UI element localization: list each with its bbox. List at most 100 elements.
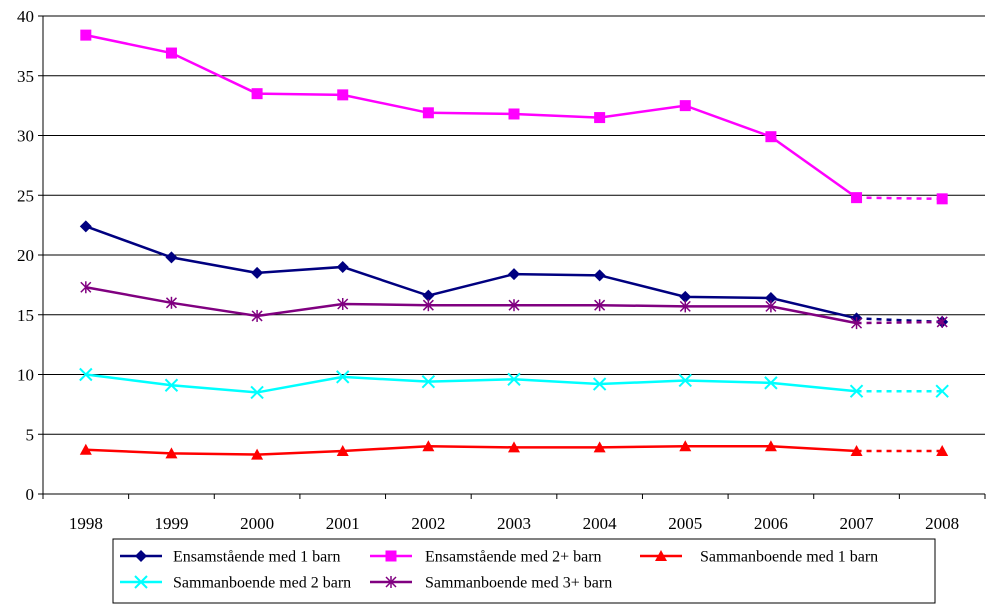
- data-point: [337, 89, 349, 101]
- triangle-marker: [79, 443, 92, 455]
- x-tick-label: 2005: [668, 514, 702, 533]
- diamond-marker: [135, 550, 147, 562]
- data-point: [935, 384, 949, 398]
- data-point: [79, 367, 93, 382]
- data-point: [593, 269, 606, 282]
- square-marker: [936, 193, 948, 205]
- data-point: [165, 447, 178, 459]
- data-point: [679, 290, 692, 303]
- triangle-marker: [593, 441, 606, 453]
- data-point: [251, 309, 263, 322]
- series-line: [85, 225, 857, 320]
- x-marker-stroke: [935, 384, 949, 398]
- gridlines: [43, 15, 985, 435]
- series-1: [79, 220, 949, 328]
- data-point: [593, 441, 606, 453]
- triangle-marker: [165, 447, 178, 459]
- x-tick-label: 2008: [925, 514, 959, 533]
- square-marker: [337, 89, 349, 101]
- x-marker-stroke: [164, 378, 179, 392]
- square-marker: [422, 107, 434, 119]
- diamond-marker: [508, 268, 520, 281]
- legend-label: Sammanboende med 2 barn: [173, 575, 351, 592]
- triangle-marker: [936, 444, 949, 456]
- series-2: [80, 29, 948, 205]
- square-marker: [80, 29, 92, 41]
- data-point: [336, 370, 350, 384]
- data-point: [337, 297, 349, 310]
- data-point: [80, 281, 92, 294]
- data-point: [508, 441, 520, 453]
- data-point: [764, 292, 777, 305]
- data-point: [422, 107, 434, 119]
- x-tick-label: 1998: [69, 514, 103, 533]
- y-tick-label: 30: [17, 127, 34, 146]
- square-marker: [594, 112, 606, 124]
- x-marker-stroke: [134, 575, 148, 589]
- diamond-marker: [251, 266, 264, 279]
- x-tick-label: 2006: [754, 514, 788, 533]
- data-point: [936, 315, 948, 328]
- y-tick-label: 5: [26, 425, 35, 444]
- legend-item: Ensamstående med 2+ barn: [370, 549, 602, 566]
- data-point: [679, 300, 691, 313]
- data-point: [336, 444, 349, 456]
- data-point: [251, 448, 264, 460]
- series-4: [79, 367, 949, 400]
- x-marker-stroke: [849, 384, 864, 398]
- triangle-marker: [764, 440, 777, 452]
- triangle-marker: [508, 441, 520, 453]
- x-marker-stroke: [250, 385, 264, 400]
- legend-item: Sammanboende med 1 barn: [640, 549, 878, 566]
- square-marker: [679, 100, 691, 112]
- data-point: [165, 251, 178, 264]
- diamond-marker: [336, 260, 349, 273]
- series-projection-line: [856, 320, 943, 325]
- data-point: [765, 300, 777, 313]
- data-point: [165, 47, 177, 59]
- data-point: [508, 108, 520, 120]
- diamond-marker: [679, 290, 692, 303]
- legend-marker: [385, 576, 397, 588]
- data-point: [936, 193, 948, 205]
- axes: 0 5 10 15 20 25 30 35 40 1998 1999 2000 2001 2002 2003…: [17, 7, 986, 533]
- data-point: [851, 192, 863, 204]
- data-point: [421, 374, 436, 389]
- series-line: [85, 33, 858, 199]
- legend: Ensamstående med 1 barn Ensamstående med …: [112, 538, 936, 604]
- data-point: [80, 29, 92, 41]
- legend-marker: [135, 550, 147, 562]
- data-point: [336, 260, 349, 273]
- series-line: [85, 373, 857, 394]
- diamond-marker: [165, 251, 178, 264]
- diamond-marker: [79, 220, 92, 233]
- data-point: [508, 299, 520, 312]
- data-point: [79, 220, 92, 233]
- data-point: [594, 299, 606, 312]
- square-marker: [851, 192, 863, 204]
- x-tick-label: 2002: [411, 514, 445, 533]
- data-point: [850, 444, 863, 456]
- data-point: [851, 317, 863, 330]
- data-point: [679, 100, 691, 112]
- legend-marker: [655, 550, 667, 561]
- data-point: [422, 289, 435, 302]
- y-tick-label: 40: [17, 7, 34, 26]
- series-line: [85, 286, 857, 325]
- square-marker: [165, 47, 177, 59]
- legend-box: [112, 538, 936, 604]
- y-tick-label: 10: [17, 366, 34, 385]
- data-point: [849, 384, 864, 398]
- x-marker-stroke: [507, 372, 521, 386]
- data-point: [422, 440, 435, 452]
- triangle-marker: [850, 444, 863, 456]
- series-projection-line: [856, 196, 943, 201]
- data-point: [936, 444, 949, 456]
- x-marker-stroke: [336, 370, 350, 384]
- square-marker: [251, 88, 263, 100]
- data-point: [678, 373, 692, 388]
- legend-item: Ensamstående med 1 barn: [120, 549, 341, 566]
- square-marker: [508, 108, 520, 120]
- x-tick-label: 1999: [154, 514, 188, 533]
